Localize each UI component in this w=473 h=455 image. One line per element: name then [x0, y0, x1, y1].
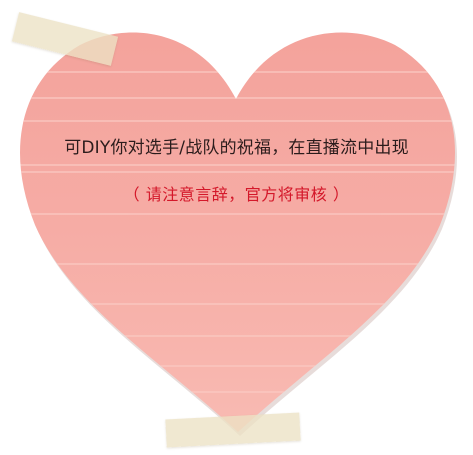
review-notice: （ 请注意言辞，官方将审核 ） — [123, 185, 350, 204]
blessing-description: 可DIY你对选手/战队的祝福，在直播流中出现 — [64, 138, 409, 158]
